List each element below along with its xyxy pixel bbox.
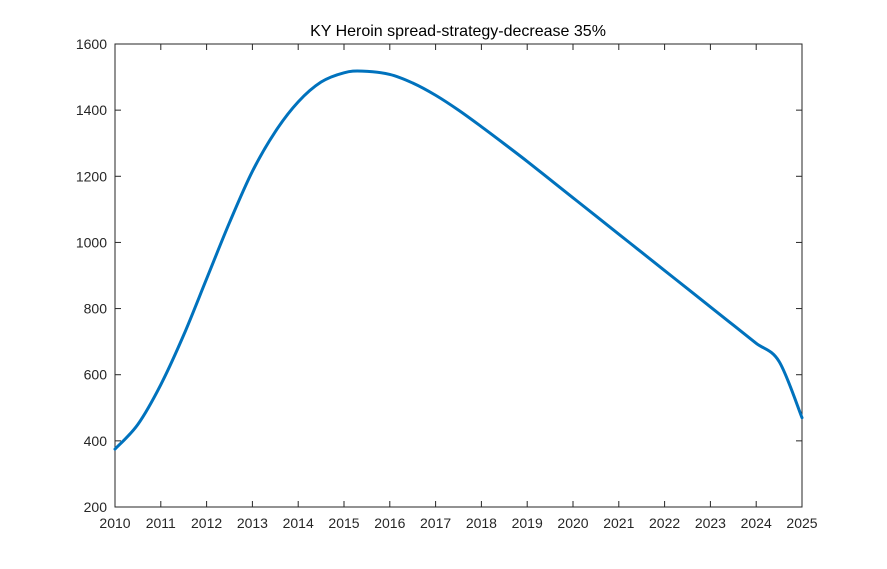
series-line bbox=[113, 69, 804, 451]
x-tick-label: 2024 bbox=[741, 515, 772, 531]
y-tick-label: 400 bbox=[84, 433, 108, 449]
x-axis-ticks: 2010 2011 2012 2013 2014 2015 2016 2017 2018 2019… bbox=[99, 44, 818, 531]
x-tick-label: 2015 bbox=[328, 515, 359, 531]
y-tick-label: 200 bbox=[84, 499, 108, 515]
x-tick-label: 2025 bbox=[786, 515, 817, 531]
y-tick-label: 1000 bbox=[76, 234, 107, 250]
axes bbox=[114, 43, 803, 508]
y-tick-label: 1200 bbox=[76, 168, 107, 184]
x-tick-label: 2010 bbox=[99, 515, 130, 531]
x-tick-label: 2013 bbox=[237, 515, 268, 531]
series-layer bbox=[113, 69, 804, 451]
x-tick-label: 2023 bbox=[695, 515, 726, 531]
plot-area bbox=[115, 44, 802, 507]
x-tick-label: 2020 bbox=[557, 515, 588, 531]
x-tick-label: 2018 bbox=[466, 515, 497, 531]
y-tick-label: 800 bbox=[84, 301, 108, 317]
x-tick-label: 2012 bbox=[191, 515, 222, 531]
x-tick-label: 2021 bbox=[603, 515, 634, 531]
x-tick-label: 2017 bbox=[420, 515, 451, 531]
y-tick-label: 600 bbox=[84, 367, 108, 383]
x-tick-label: 2022 bbox=[649, 515, 680, 531]
axes-box bbox=[114, 43, 803, 508]
x-tick-label: 2011 bbox=[146, 515, 176, 531]
x-tick-label: 2014 bbox=[283, 515, 314, 531]
y-axis-ticks: 200 400 600 800 1000 1200 1400 1600 bbox=[76, 36, 802, 515]
x-tick-label: 2019 bbox=[512, 515, 543, 531]
x-tick-label: 2016 bbox=[374, 515, 405, 531]
y-tick-label: 1400 bbox=[76, 102, 107, 118]
chart-title: KY Heroin spread-strategy-decrease 35% bbox=[310, 23, 606, 40]
y-tick-label: 1600 bbox=[76, 36, 107, 52]
